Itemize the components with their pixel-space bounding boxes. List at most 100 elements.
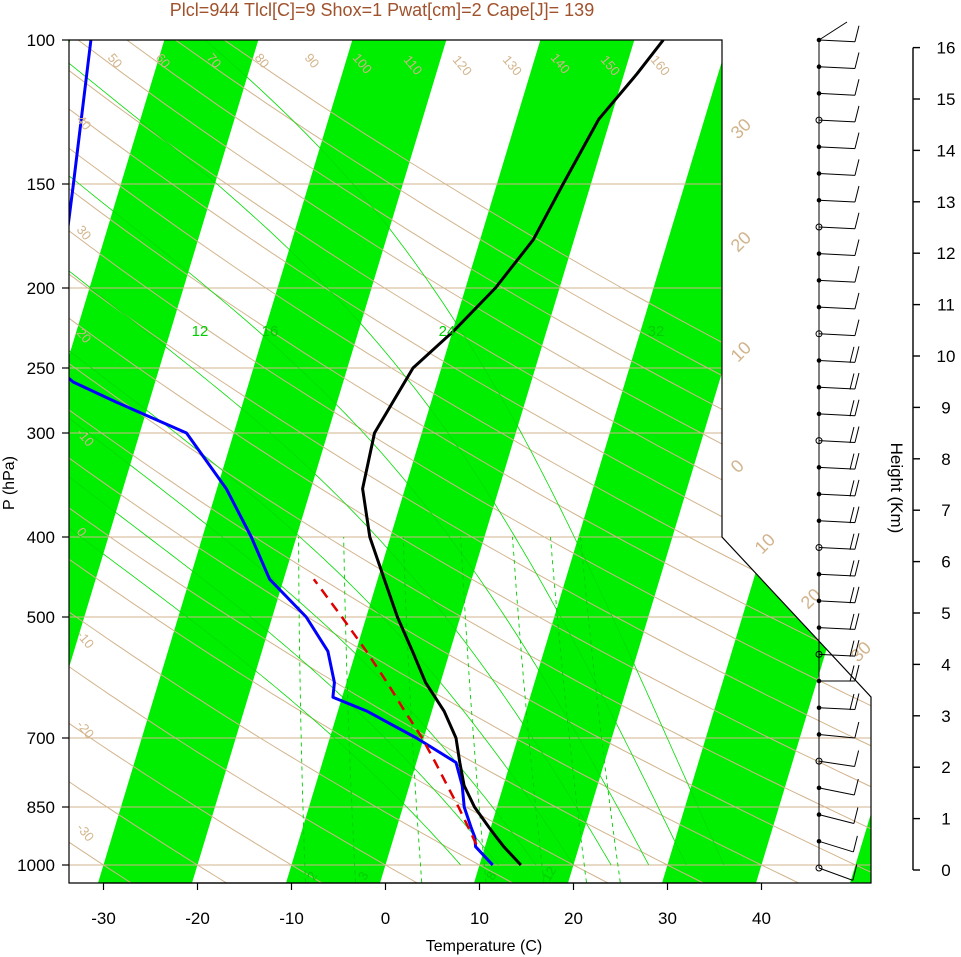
dry-adiabat-line [69, 40, 871, 883]
height-tick-label: 12 [937, 244, 956, 263]
height-tick-label: 15 [937, 90, 956, 109]
wind-barb-staff [818, 92, 855, 96]
pressure-tick-label: 500 [27, 608, 55, 627]
dry-adiabat-label: 30 [74, 222, 95, 243]
height-tick-label: 4 [941, 655, 950, 674]
dry-adiabat-line [69, 40, 435, 883]
temperature-band [93, 40, 458, 883]
height-tick-label: 8 [941, 450, 950, 469]
wind-barb-feather [849, 533, 855, 550]
wind-barb-feather [849, 693, 855, 711]
wind-barb-staff [818, 21, 848, 41]
wind-barb-feather [849, 506, 855, 524]
mixing-ratio-label: 12 [539, 864, 559, 884]
height-tick-label: 7 [941, 501, 950, 520]
height-tick-label: 3 [941, 707, 950, 726]
sounding-profiles [69, 40, 665, 867]
pressure-tick-label: 250 [27, 359, 55, 378]
wind-barb-staff [818, 493, 855, 497]
chart-title: Plcl=944 Tlcl[C]=9 Shox=1 Pwat[cm]=2 Cap… [170, 0, 594, 20]
wind-barb-column [815, 21, 860, 881]
wind-barb-feather [854, 533, 860, 550]
wind-barb-staff [818, 573, 855, 577]
wind-barb-feather [854, 372, 860, 390]
wind-barb-staff [818, 386, 855, 390]
dry-adiabat-line [126, 40, 871, 883]
wind-barb-feather [854, 664, 860, 682]
wind-barb-feather [854, 559, 860, 577]
wind-barb-staff [818, 39, 855, 43]
plot-frame [68, 39, 872, 884]
wind-barb-feather [854, 292, 860, 310]
dewpoint-profile [69, 40, 494, 867]
wind-barb-feather [854, 586, 860, 603]
wind-barb-feather [849, 426, 855, 444]
wind-barb-feather [854, 426, 860, 443]
wind-barb-feather [854, 105, 860, 123]
wind-barb-feather [853, 778, 859, 796]
temperature-bands [69, 40, 871, 883]
wind-barb-feather [854, 640, 860, 657]
temperature-tick-label: 40 [752, 909, 771, 928]
wind-barb-staff [818, 440, 855, 443]
wind-barb-feather [854, 506, 860, 523]
wind-barb-staff [818, 333, 855, 337]
dry-adiabat-label: 10 [751, 530, 779, 558]
wind-barb-feather [854, 212, 860, 229]
temperature-tick-label: -30 [91, 909, 116, 928]
wind-barb-staff [818, 279, 855, 283]
dry-adiabat-label: 120 [450, 52, 475, 78]
temperature-tick-label: -10 [279, 909, 304, 928]
temperature-tick-label: 30 [658, 909, 677, 928]
dry-adiabat-label: 20 [727, 228, 755, 256]
wind-barb-feather [854, 79, 860, 96]
wind-barb-feather [854, 185, 860, 203]
wind-barb-staff [818, 707, 855, 711]
wind-barb-feather [849, 400, 855, 417]
pressure-tick-label: 150 [27, 175, 55, 194]
wind-barb-staff [818, 520, 855, 524]
temperature-tick-label: 10 [470, 909, 489, 928]
moist-adiabat-line [204, 40, 725, 866]
dry-adiabat-line [69, 40, 871, 883]
height-tick-label: 1 [941, 810, 950, 829]
pressure-tick-label: 400 [27, 528, 55, 547]
wind-barb-staff [818, 360, 855, 363]
height-tick-label: 2 [941, 758, 950, 777]
height-tick-label: 13 [937, 193, 956, 212]
dry-adiabat-line [69, 40, 871, 883]
moist-adiabat-line [69, 40, 537, 866]
pressure-tick-label: 1000 [17, 856, 55, 875]
wind-barb-staff [818, 787, 855, 796]
wind-barb-feather [849, 587, 855, 604]
moist-adiabat-line [69, 40, 612, 866]
temperature-axis: -30 -20 -10 0 10 20 30 40 [91, 882, 771, 928]
height-axis-label: Height (Km) [887, 443, 906, 534]
moist-adiabat-line [69, 40, 687, 866]
wind-barb-feather [849, 453, 855, 470]
wind-barb-feather [852, 835, 858, 853]
wind-station-dot [815, 864, 823, 872]
wind-barb-staff [818, 413, 855, 417]
wind-barb-feather [849, 613, 855, 631]
wind-barb-staff [818, 840, 854, 853]
dry-adiabat-line [69, 40, 819, 883]
wind-barb-feather [854, 132, 860, 149]
temperature-profile [361, 40, 665, 867]
moist-adiabat-label: 12 [192, 323, 209, 340]
wind-barb-feather [854, 159, 860, 176]
moist-adiabat-line [69, 40, 650, 866]
height-tick-label: 11 [937, 296, 955, 315]
moist-adiabat-label: 32 [648, 323, 665, 340]
moist-adiabat-line [69, 40, 499, 866]
wind-barb-feather [849, 560, 855, 577]
wind-barb-feather [854, 52, 860, 69]
wind-barb-feather [849, 640, 855, 657]
height-tick-label: 6 [941, 553, 950, 572]
plot-area [69, 40, 871, 883]
wind-barb-feather [854, 266, 860, 283]
height-tick-label: 14 [937, 141, 956, 160]
wind-barb-staff [818, 867, 853, 881]
dry-adiabat-line [69, 40, 531, 883]
